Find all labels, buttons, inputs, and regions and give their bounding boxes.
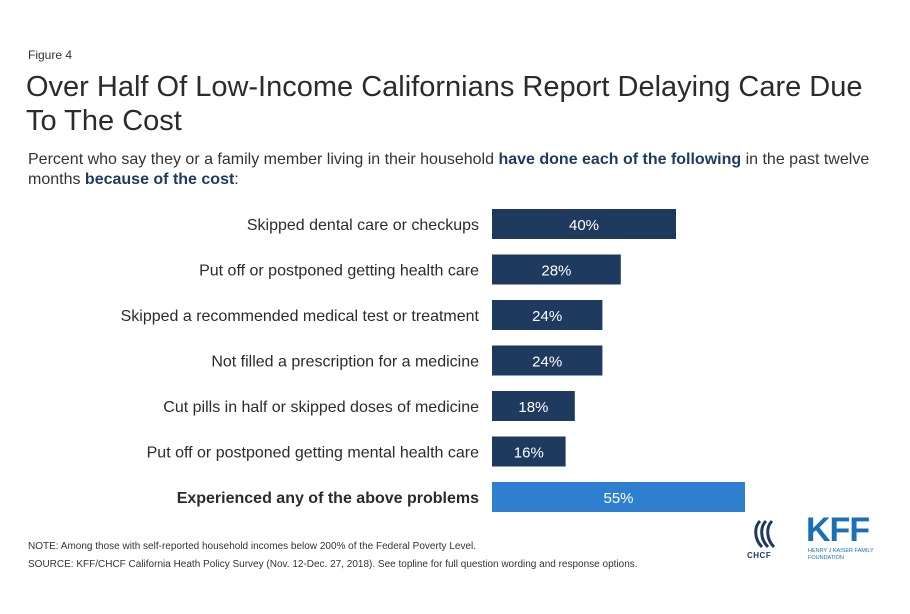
bar (492, 391, 575, 421)
bar (492, 345, 603, 376)
bar-value-label: 40% (569, 217, 599, 234)
bar-value-label: 16% (514, 445, 544, 462)
subtitle-highlight-2: because of the cost (84, 171, 235, 188)
bar-value-label: 28% (541, 263, 571, 280)
bar-value-label: 24% (532, 354, 562, 371)
bar (492, 254, 621, 285)
footer-note: NOTE: Among those with self-reported hou… (28, 541, 477, 552)
footer-source: SOURCE: KFF/CHCF California Heath Policy… (28, 559, 638, 570)
category-label: Experienced any of the above problems (177, 490, 479, 507)
kff-logo: KFF (806, 511, 870, 549)
subtitle-text-3: : (234, 171, 239, 188)
bar-value-label: 18% (518, 399, 548, 416)
chcf-logo-text: CHCF (747, 551, 772, 560)
chart-subtitle: Percent who say they or a family member … (28, 150, 888, 190)
bar (492, 436, 566, 467)
category-label: Cut pills in half or skipped doses of me… (163, 399, 479, 416)
subtitle-text-2: in the past twelve months (28, 151, 870, 188)
bar-value-label: 24% (532, 308, 562, 325)
bar-highlight (492, 482, 745, 512)
bar (492, 209, 676, 239)
bar (492, 300, 603, 330)
category-label: Not filled a prescription for a medicine (211, 354, 479, 371)
subtitle-text-1: Percent who say they or a family member … (28, 151, 499, 168)
category-label: Put off or postponed getting health care (199, 263, 479, 280)
kff-logo-subtitle: Henry J Kaiser Family Foundation (808, 548, 874, 561)
subtitle-highlight-1: have done each of the following (498, 151, 742, 168)
bar-value-label: 55% (603, 490, 633, 507)
category-label: Skipped dental care or checkups (247, 217, 479, 234)
figure-label: Figure 4 (28, 48, 73, 62)
category-label: Put off or postponed getting mental heal… (147, 445, 479, 462)
chcf-logo (754, 519, 776, 549)
chart-title: Over Half Of Low-Income Californians Rep… (26, 71, 863, 137)
category-label: Skipped a recommended medical test or tr… (121, 308, 480, 325)
